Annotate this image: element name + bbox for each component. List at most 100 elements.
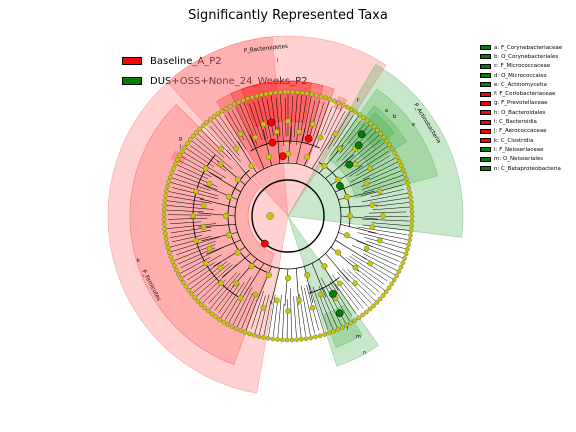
leaf-node <box>361 115 366 120</box>
leaf-node <box>402 172 408 177</box>
leaf-branch <box>168 176 211 191</box>
leaf-node <box>396 269 402 274</box>
genus-node <box>296 128 302 135</box>
leaf-node <box>161 217 167 222</box>
legend-swatch-dus <box>122 77 142 85</box>
leaf-branch <box>346 257 385 285</box>
leaf-node <box>295 90 300 95</box>
leaf-branch <box>312 102 325 137</box>
leaf-node <box>408 195 413 200</box>
leaf-branch <box>369 211 407 214</box>
leaf-node <box>194 130 199 135</box>
leaf-node <box>409 218 415 224</box>
leaf-branch <box>357 232 411 246</box>
leaf-node <box>326 330 332 336</box>
leaf-branch <box>306 100 316 136</box>
significant-node-baseline <box>267 118 276 127</box>
legend-label-baseline: Baseline_A_P2 <box>150 55 222 67</box>
leaf-node <box>234 326 239 332</box>
leaf-node <box>162 231 168 236</box>
genus-node <box>274 128 280 135</box>
leaf-branch <box>293 296 297 338</box>
taxa-key-swatch <box>480 128 491 134</box>
leaf-node <box>323 95 328 101</box>
family-node <box>304 271 311 278</box>
leaf-node <box>192 295 198 300</box>
leaf-node <box>249 94 255 100</box>
leaf-node <box>340 102 346 108</box>
genus-node <box>309 121 316 128</box>
leaf-node <box>219 108 225 114</box>
taxa-key-label: g: F_Prevotellaceae <box>494 100 548 107</box>
genus-node <box>296 297 302 304</box>
leaf-branch <box>290 288 293 342</box>
taxa-key-label: e: C_Actinomycetia <box>494 81 547 88</box>
leaf-node <box>190 133 196 139</box>
leaf-node <box>348 320 354 326</box>
taxa-key-label: h: O_Bacteroidales <box>494 109 546 116</box>
leaf-branch <box>357 226 408 236</box>
leaf-node <box>229 324 235 329</box>
leaf-node <box>299 90 305 96</box>
leaf-node <box>344 322 349 328</box>
leaf-node <box>200 123 206 128</box>
genus-node <box>260 304 267 311</box>
legend-item-dus: DUS+OSS+None_24_Weeks_P2 <box>122 71 308 91</box>
family-node <box>335 176 342 183</box>
taxa-key-label: b: O_Corynebacteriales <box>494 53 559 60</box>
leaf-node <box>403 251 409 257</box>
genus-node <box>332 130 339 137</box>
leaf-node <box>240 98 246 103</box>
leaf-node <box>308 335 314 341</box>
leaf-branch <box>308 284 326 336</box>
leaf-branch <box>349 139 381 166</box>
leaf-branch <box>351 254 395 281</box>
leaf-branch <box>353 142 385 167</box>
leaf-node <box>371 303 376 309</box>
leaf-branch <box>183 254 222 278</box>
level-arc <box>308 276 340 294</box>
leaf-branch <box>329 281 353 317</box>
leaf-branch <box>350 158 395 183</box>
leaf-node <box>356 315 362 321</box>
genus-node <box>336 145 343 152</box>
leaf-node <box>164 240 170 246</box>
leaf-branch <box>163 200 201 206</box>
taxa-key-item: l: F_Neisseriaceae <box>480 145 562 154</box>
family-node <box>321 263 328 270</box>
significant-node-dus <box>345 160 354 169</box>
leaf-branch <box>262 300 272 339</box>
clade-label-l: l <box>347 326 348 332</box>
taxa-key-swatch <box>480 110 491 116</box>
family-node <box>343 232 350 239</box>
leaf-branch <box>284 97 287 137</box>
leaf-node <box>406 242 411 248</box>
leaf-node <box>162 202 167 208</box>
leaf-branch <box>362 161 399 180</box>
genus-node <box>252 291 259 298</box>
leaf-node <box>409 209 415 214</box>
taxa-key-swatch <box>480 82 491 88</box>
leaf-branch <box>188 262 221 286</box>
leaf-branch <box>351 265 387 293</box>
leaf-node <box>223 106 229 111</box>
taxa-key-label: j: F_Aerococcaceae <box>494 128 547 135</box>
taxa-key-item: d: O_Micrococcales <box>480 71 562 80</box>
leaf-branch <box>169 191 204 199</box>
leaf-node <box>394 154 400 160</box>
leaf-node <box>313 334 318 340</box>
leaf-node <box>386 285 392 291</box>
taxa-key-item: k: C_Clostridia <box>480 136 562 145</box>
leaf-branch <box>333 115 354 147</box>
taxa-key-swatch <box>480 73 491 79</box>
leaf-node <box>277 89 283 95</box>
leaf-branch <box>357 145 390 168</box>
leaf-node <box>236 99 242 105</box>
clade-label-a: a <box>385 108 388 114</box>
leaf-branch <box>267 294 276 339</box>
taxa-key-item: m: O_Neisseriales <box>480 155 562 164</box>
leaf-node <box>247 331 252 337</box>
genus-node <box>193 188 200 195</box>
leaf-branch <box>336 123 371 162</box>
leaf-branch <box>272 303 278 337</box>
